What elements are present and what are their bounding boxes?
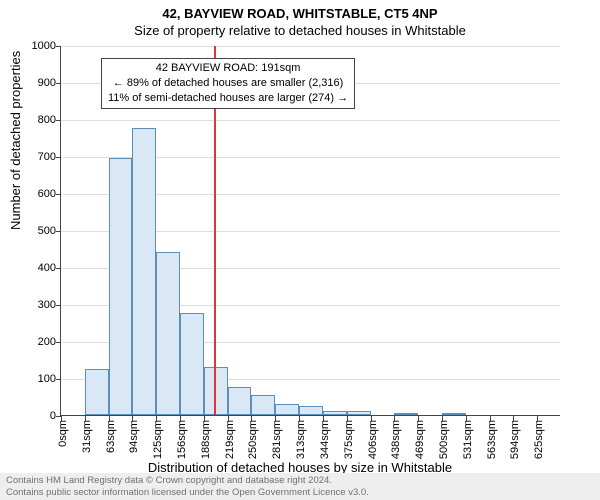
x-tick-label: 281sqm: [271, 420, 283, 459]
page-subtitle: Size of property relative to detached ho…: [0, 23, 600, 38]
histogram-chart: 010020030040050060070080090010000sqm31sq…: [60, 46, 560, 416]
x-tick-label: 0sqm: [57, 420, 69, 447]
annotation-box: 42 BAYVIEW ROAD: 191sqm← 89% of detached…: [101, 58, 355, 109]
y-tick-mark: [56, 120, 61, 121]
page-title-address: 42, BAYVIEW ROAD, WHITSTABLE, CT5 4NP: [0, 6, 600, 21]
x-tick-label: 469sqm: [414, 420, 426, 459]
y-tick-mark: [56, 83, 61, 84]
y-tick-mark: [56, 194, 61, 195]
histogram-bar: [156, 252, 180, 415]
y-tick-label: 1000: [16, 40, 56, 52]
histogram-bar: [109, 158, 133, 415]
x-tick-label: 156sqm: [176, 420, 188, 459]
x-tick-label: 219sqm: [224, 420, 236, 459]
annotation-line-3: 11% of semi-detached houses are larger (…: [108, 91, 348, 106]
x-tick-label: 375sqm: [343, 420, 355, 459]
x-tick-label: 438sqm: [390, 420, 402, 459]
y-tick-label: 500: [16, 225, 56, 237]
attribution-footer: Contains HM Land Registry data © Crown c…: [0, 473, 600, 500]
histogram-bar: [347, 411, 371, 415]
x-tick-label: 188sqm: [200, 420, 212, 459]
annotation-line-2: ← 89% of detached houses are smaller (2,…: [108, 76, 348, 91]
x-tick-label: 31sqm: [81, 420, 93, 453]
y-tick-mark: [56, 231, 61, 232]
footer-line-1: Contains HM Land Registry data © Crown c…: [6, 475, 594, 486]
histogram-bar: [251, 395, 275, 415]
y-tick-mark: [56, 305, 61, 306]
y-tick-mark: [56, 342, 61, 343]
y-tick-label: 200: [16, 336, 56, 348]
plot-area: 010020030040050060070080090010000sqm31sq…: [60, 46, 560, 416]
x-tick-label: 250sqm: [247, 420, 259, 459]
x-tick-label: 406sqm: [367, 420, 379, 459]
gridline: [61, 46, 560, 47]
x-tick-label: 313sqm: [295, 420, 307, 459]
x-tick-label: 500sqm: [438, 420, 450, 459]
y-tick-label: 300: [16, 299, 56, 311]
y-tick-mark: [56, 379, 61, 380]
histogram-bar: [132, 128, 156, 415]
x-tick-label: 344sqm: [319, 420, 331, 459]
x-tick-label: 563sqm: [486, 420, 498, 459]
x-tick-label: 63sqm: [105, 420, 117, 453]
y-tick-label: 100: [16, 373, 56, 385]
x-tick-label: 94sqm: [128, 420, 140, 453]
y-tick-label: 900: [16, 77, 56, 89]
gridline: [61, 120, 560, 121]
histogram-bar: [180, 313, 204, 415]
histogram-bar: [228, 387, 252, 415]
y-tick-label: 800: [16, 114, 56, 126]
annotation-line-1: 42 BAYVIEW ROAD: 191sqm: [108, 61, 348, 76]
x-tick-label: 531sqm: [462, 420, 474, 459]
y-tick-mark: [56, 46, 61, 47]
y-tick-label: 0: [16, 410, 56, 422]
y-tick-mark: [56, 157, 61, 158]
x-tick-label: 625sqm: [533, 420, 545, 459]
x-tick-label: 594sqm: [509, 420, 521, 459]
histogram-bar: [442, 413, 466, 415]
y-tick-mark: [56, 268, 61, 269]
y-tick-label: 400: [16, 262, 56, 274]
histogram-bar: [394, 413, 418, 415]
footer-line-2: Contains public sector information licen…: [6, 487, 594, 498]
histogram-bar: [275, 404, 299, 415]
y-tick-label: 700: [16, 151, 56, 163]
histogram-bar: [85, 369, 109, 415]
y-tick-label: 600: [16, 188, 56, 200]
histogram-bar: [323, 411, 347, 415]
histogram-bar: [299, 406, 323, 415]
x-tick-label: 125sqm: [152, 420, 164, 459]
